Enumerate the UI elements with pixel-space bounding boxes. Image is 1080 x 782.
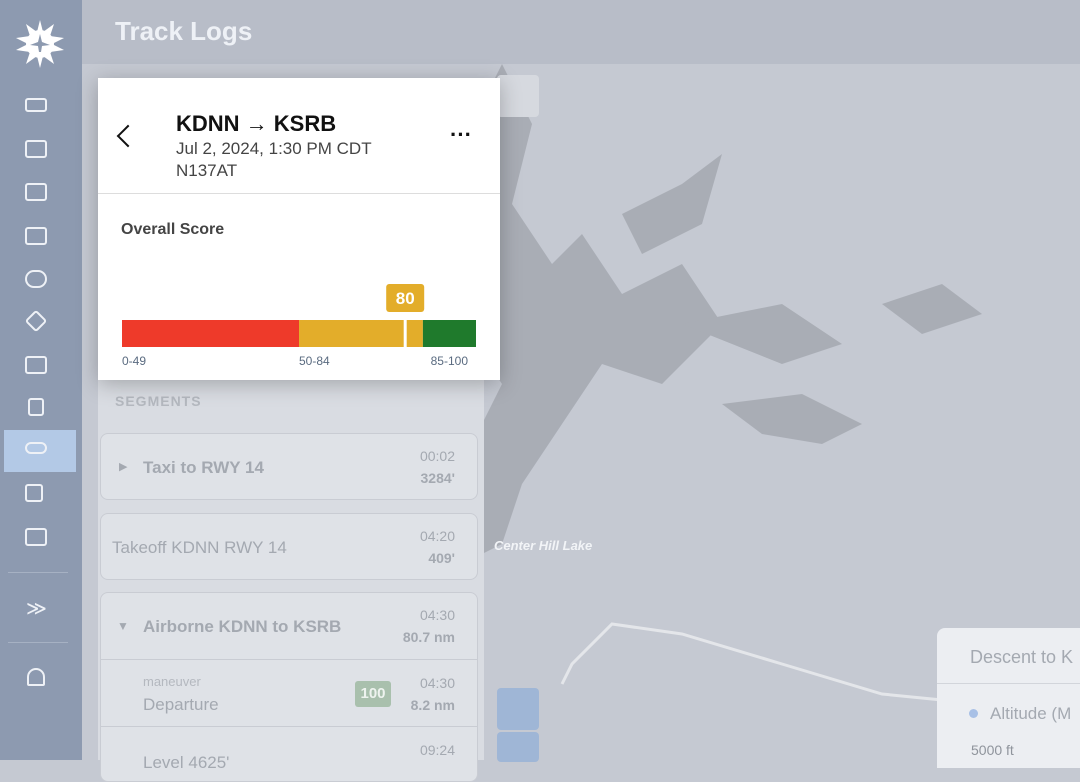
- nav-icon[interactable]: [24, 309, 48, 333]
- range-label: 0-49: [122, 354, 146, 368]
- flight-date: Jul 2, 2024, 1:30 PM CDT: [176, 139, 372, 158]
- segment-name: Takeoff KDNN RWY 14: [112, 538, 287, 557]
- locate-button[interactable]: [497, 688, 539, 730]
- nav-icon[interactable]: [27, 668, 45, 686]
- nav-icon[interactable]: [28, 398, 44, 416]
- maneuver-kind: maneuver: [143, 674, 201, 689]
- road: [560, 622, 943, 702]
- maneuver-name: Departure: [143, 695, 219, 714]
- divider: [8, 572, 68, 573]
- logo: [16, 20, 64, 68]
- route: KDNN → KSRB: [176, 111, 337, 136]
- divider: [937, 683, 1080, 684]
- segment-time: 04:20: [419, 528, 455, 544]
- tail-number: N137AT: [176, 161, 238, 180]
- maneuver-name: Level 4625': [143, 753, 230, 772]
- descent-title: Descent to K: [970, 647, 1074, 667]
- lake-arm: [622, 154, 982, 444]
- sidebar: ≫: [0, 0, 82, 760]
- nav-icon[interactable]: [25, 484, 43, 502]
- divider: [8, 642, 68, 643]
- divider: [101, 726, 477, 727]
- nav-icon[interactable]: [25, 442, 47, 454]
- expand-icon: ▶: [119, 461, 128, 473]
- layers-button[interactable]: [497, 75, 539, 117]
- divider: [101, 659, 477, 660]
- nav-icon[interactable]: [25, 140, 47, 158]
- segment-row[interactable]: Takeoff KDNN RWY 14 04:20 409': [100, 513, 478, 580]
- nav-icon[interactable]: ≫: [26, 598, 47, 620]
- maneuver-time: 04:30: [419, 675, 455, 691]
- segment-detail: 3284': [420, 470, 455, 486]
- segment-list: SEGMENTS ▶ Taxi to RWY 14 00:02 3284' Ta…: [98, 380, 484, 782]
- nav-icon[interactable]: [25, 227, 47, 245]
- segment-time: 04:30: [419, 607, 455, 623]
- maneuver-detail: 8.2 nm: [410, 697, 455, 713]
- nav-icon[interactable]: [25, 98, 47, 112]
- segment-row[interactable]: ▼ Airborne KDNN to KSRB 04:30 80.7 nm ma…: [100, 592, 478, 782]
- descent-card: Descent to K Altitude (M 5000 ft: [937, 628, 1080, 768]
- score-band: [299, 320, 423, 347]
- section-title: SEGMENTS: [115, 393, 202, 409]
- range-label: 50-84: [299, 354, 330, 368]
- segment-name: Airborne KDNN to KSRB: [143, 617, 342, 636]
- top-bar: Track Logs: [82, 0, 1080, 64]
- nav-icon[interactable]: [25, 183, 47, 201]
- score-graphics: 0-4950-8485-10080100Maneuvers73Approache…: [122, 284, 476, 368]
- maneuver-score: 100: [355, 681, 391, 707]
- destination: KSRB: [273, 111, 337, 136]
- legend-dot: [969, 709, 978, 718]
- nav-icon[interactable]: [25, 528, 47, 546]
- origin: KDNN: [176, 111, 240, 136]
- segment-time: 00:02: [419, 448, 455, 464]
- score-label: Overall Score: [121, 221, 225, 238]
- back-button[interactable]: [116, 124, 140, 148]
- divider: [98, 193, 500, 194]
- field-label: Altitude (M: [990, 704, 1072, 723]
- flight-card: KDNN → KSRB Jul 2, 2024, 1:30 PM CDT N13…: [98, 78, 500, 380]
- segment-detail: 409': [428, 550, 455, 566]
- zoom-button[interactable]: [497, 732, 539, 762]
- expand-icon: ▼: [117, 619, 129, 633]
- segment-detail: 80.7 nm: [402, 629, 455, 645]
- segment-name: Taxi to RWY 14: [143, 458, 264, 477]
- map-label: Center Hill Lake: [494, 538, 592, 553]
- range-label: 85-100: [431, 354, 469, 368]
- score-band: [122, 320, 299, 347]
- nav-icon[interactable]: [25, 356, 47, 374]
- page-title: Track Logs: [115, 16, 253, 46]
- score-band: [422, 320, 476, 347]
- score-badge: [386, 284, 425, 312]
- more-button[interactable]: ···: [450, 122, 472, 147]
- nav-active[interactable]: [4, 430, 76, 472]
- nav-icon[interactable]: [25, 270, 47, 288]
- score-value: 80: [396, 289, 415, 308]
- field-value: 5000 ft: [971, 742, 1014, 758]
- maneuver-time: 09:24: [419, 742, 455, 758]
- segment-row[interactable]: ▶ Taxi to RWY 14 00:02 3284': [100, 433, 478, 500]
